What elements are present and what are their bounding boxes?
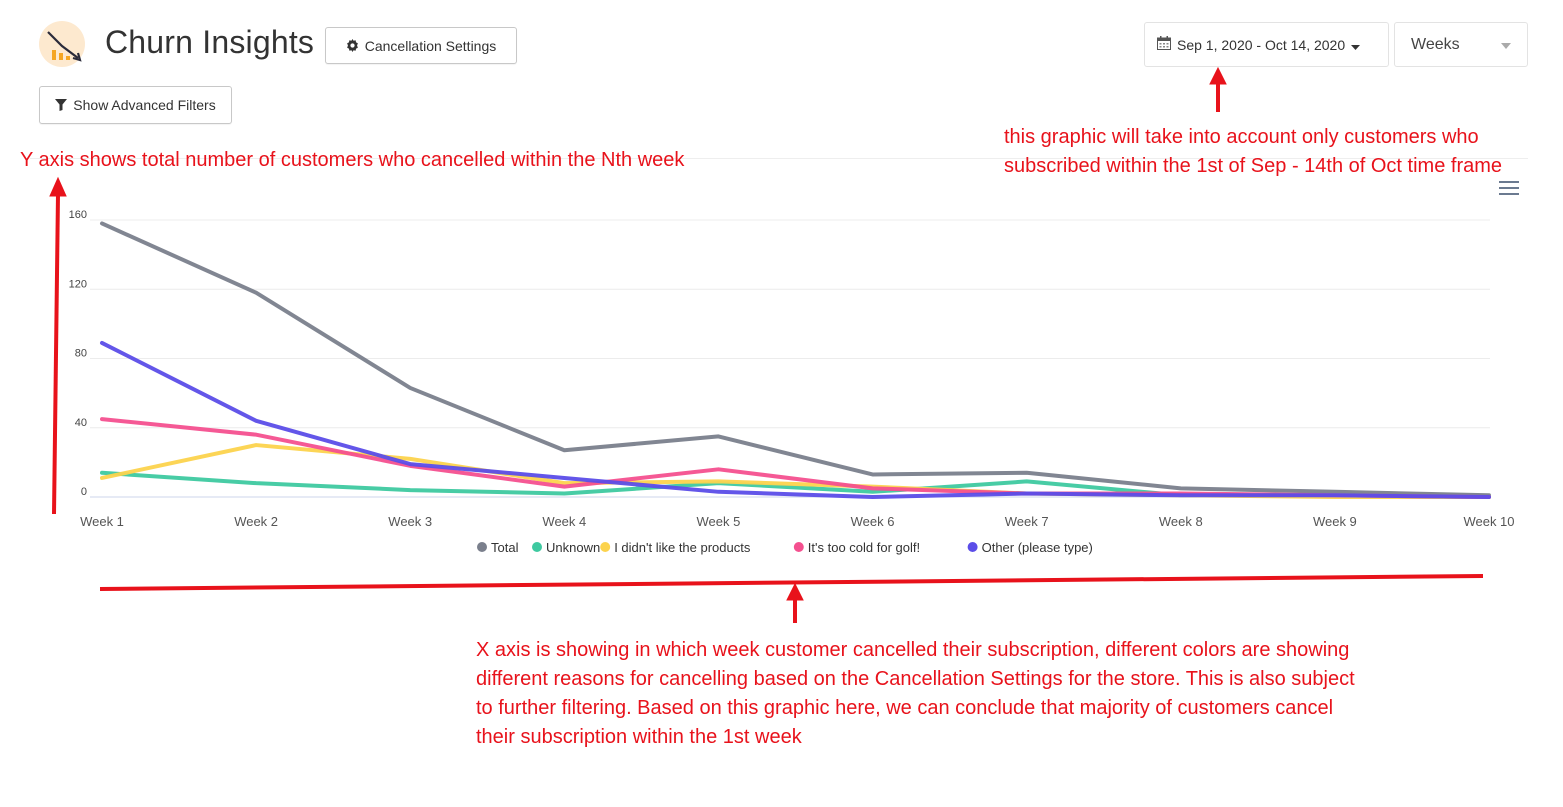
series-line — [100, 340, 1491, 499]
legend-label: Total — [491, 540, 519, 555]
caret-down-icon — [1351, 37, 1361, 53]
x-tick-label: Week 1 — [80, 514, 124, 529]
churn-logo-icon — [39, 21, 85, 67]
x-tick-label: Week 8 — [1159, 514, 1203, 529]
date-range-picker[interactable]: Sep 1, 2020 - Oct 14, 2020 — [1144, 22, 1389, 67]
calendar-icon — [1157, 36, 1171, 53]
show-advanced-filters-label: Show Advanced Filters — [73, 97, 216, 113]
y-tick-label: 0 — [81, 486, 87, 498]
x-tick-label: Week 5 — [697, 514, 741, 529]
legend-label: I didn't like the products — [614, 540, 751, 555]
legend-marker — [600, 542, 611, 552]
hamburger-menu-icon[interactable] — [1499, 181, 1519, 197]
x-tick-label: Week 9 — [1313, 514, 1357, 529]
header-divider — [30, 158, 1528, 159]
x-tick-label: Week 3 — [388, 514, 432, 529]
chevron-down-icon — [1501, 36, 1511, 54]
x-tick-label: Week 6 — [851, 514, 895, 529]
period-select-value: Weeks — [1411, 35, 1460, 53]
period-select[interactable]: Weeks — [1394, 22, 1528, 67]
series-line — [100, 221, 1491, 498]
cancellation-settings-label: Cancellation Settings — [364, 37, 497, 54]
legend-label: Unknown — [546, 540, 600, 555]
funnel-icon — [55, 99, 68, 111]
date-range-annotation: this graphic will take into account only… — [1004, 126, 1503, 177]
legend-marker — [967, 542, 978, 552]
legend-label: It's too cold for golf! — [808, 540, 920, 555]
legend-marker — [532, 542, 542, 552]
legend-marker — [793, 542, 804, 552]
gear-icon — [346, 39, 359, 52]
x-tick-label: Week 4 — [542, 514, 586, 529]
y-tick-label: 120 — [69, 278, 87, 290]
x-tick-label: Week 7 — [1005, 514, 1049, 529]
cancellation-settings-button[interactable]: Cancellation Settings — [325, 27, 517, 64]
legend-label: Other (please type) — [982, 540, 1093, 555]
page-title: Churn Insights — [105, 24, 315, 60]
y-tick-label: 160 — [69, 209, 87, 221]
y-tick-label: 40 — [75, 417, 87, 429]
show-advanced-filters-button[interactable]: Show Advanced Filters — [39, 86, 232, 124]
y-tick-label: 80 — [75, 348, 87, 360]
x-tick-label: Week 10 — [1463, 514, 1514, 529]
y-axis-annotation: Y axis shows total number of customers w… — [20, 149, 685, 171]
date-range-value: Sep 1, 2020 - Oct 14, 2020 — [1177, 36, 1346, 53]
x-axis-annotation: X axis is showing in which week customer… — [476, 639, 1355, 748]
legend-marker — [477, 542, 487, 552]
x-tick-label: Week 2 — [234, 514, 278, 529]
